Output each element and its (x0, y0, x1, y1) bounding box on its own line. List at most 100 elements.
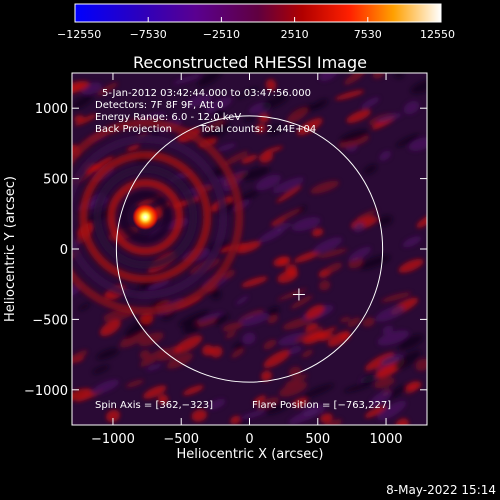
texture-blob (377, 330, 409, 346)
texture-blob (263, 349, 291, 368)
texture-blob (174, 335, 203, 354)
texture-blob (372, 73, 385, 79)
y-axis-tick-labels: −1000 −500 0 500 1000 (24, 102, 68, 399)
flare-ringing-pattern (72, 119, 244, 316)
y-axis-label: Heliocentric Y (arcsec) (3, 176, 18, 322)
x-axis-ticks (112, 73, 387, 425)
texture-blob (319, 333, 333, 342)
y-tick-label: −1000 (24, 384, 68, 399)
texture-blob (272, 177, 304, 193)
texture-blob (266, 124, 284, 135)
texture-blob (290, 295, 313, 309)
colorbar-tick-label: −2510 (203, 28, 240, 41)
texture-blob (308, 326, 338, 341)
texture-blob (395, 350, 422, 370)
texture-blob (301, 349, 313, 358)
texture-blob (253, 395, 266, 404)
texture-blob (320, 413, 333, 423)
texture-blob (273, 208, 302, 224)
texture-blob (374, 377, 395, 389)
texture-blob (242, 332, 256, 345)
colorbar-ticks (74, 17, 442, 22)
texture-blob (72, 94, 94, 110)
texture-blob (213, 314, 230, 326)
texture-blob (277, 288, 307, 301)
texture-blob (99, 319, 121, 337)
texture-blob (263, 339, 277, 350)
texture-blob (293, 250, 321, 263)
texture-blob (312, 99, 328, 110)
texture-blob (398, 334, 424, 351)
texture-blob (395, 418, 409, 425)
texture-blob (210, 288, 221, 300)
texture-blob (72, 83, 84, 92)
texture-blob (410, 78, 427, 94)
annotation-energy-range: Energy Range: 6.0 - 12.0 keV (95, 112, 241, 123)
texture-blob (146, 364, 162, 371)
texture-blob (382, 325, 394, 335)
texture-blob (233, 342, 245, 350)
texture-blob (339, 129, 369, 143)
texture-blob (96, 348, 119, 360)
texture-blob (324, 262, 343, 274)
x-tick-label: 1000 (369, 432, 402, 447)
colorbar: −12550 −7530 −2510 2510 7530 12550 (57, 3, 455, 41)
texture-blob (377, 400, 407, 421)
texture-blob (197, 73, 223, 87)
texture-blob (72, 388, 92, 401)
ring (93, 165, 198, 270)
texture-blob (346, 109, 371, 123)
texture-blob (362, 317, 375, 327)
texture-blob (241, 410, 266, 420)
texture-blob (208, 398, 226, 410)
annotation-time-range: 5-Jan-2012 03:42:44.000 to 03:47:56.000 (102, 88, 311, 99)
texture-blob (214, 107, 225, 120)
texture-blob (260, 370, 272, 382)
texture-blob (318, 280, 331, 291)
y-tick-label: −500 (32, 313, 68, 328)
texture-blob (285, 264, 298, 276)
texture-blob (216, 143, 237, 152)
texture-blob (266, 306, 280, 318)
colorbar-tick-label: 7530 (354, 28, 382, 41)
texture-blob (379, 150, 391, 161)
ring (72, 135, 228, 300)
annotation-spin-axis: Spin Axis = [362,−323] (95, 400, 213, 411)
texture-blob (339, 316, 351, 323)
texture-blob (241, 276, 268, 288)
texture-blob (235, 295, 249, 305)
texture-blob (370, 390, 392, 407)
texture-blob (402, 236, 422, 248)
texture-blob (313, 237, 343, 254)
y-axis-ticks (72, 107, 427, 391)
texture-blob (185, 94, 213, 107)
texture-blob (348, 246, 371, 262)
texture-blob (267, 314, 278, 324)
texture-blob (139, 312, 154, 325)
texture-blob (72, 350, 88, 366)
y-tick-label: 1000 (35, 102, 68, 117)
annotation-flare-position: Flare Position = [−763,227] (252, 400, 391, 411)
colorbar-gradient (74, 3, 442, 23)
texture-blob (291, 217, 321, 231)
texture-blob (310, 180, 340, 194)
x-tick-label: 0 (245, 432, 253, 447)
flare-source (132, 204, 159, 231)
texture-blob (197, 312, 224, 322)
texture-blob (259, 151, 274, 163)
texture-blob (377, 215, 393, 227)
texture-blob (202, 344, 214, 356)
texture-blob (335, 90, 365, 100)
texture-blob (119, 330, 147, 348)
texture-blob (223, 150, 249, 166)
texture-blob (237, 312, 270, 327)
ring (72, 119, 244, 316)
texture-blob (338, 134, 370, 148)
ring (119, 191, 172, 244)
y-tick-label: 0 (60, 243, 68, 258)
texture-blob (230, 415, 241, 425)
texture-blob (415, 358, 427, 372)
texture-blob (166, 353, 194, 369)
chart-title: Reconstructed RHESSI Image (133, 53, 367, 72)
x-axis-label: Heliocentric X (arcsec) (177, 447, 324, 462)
